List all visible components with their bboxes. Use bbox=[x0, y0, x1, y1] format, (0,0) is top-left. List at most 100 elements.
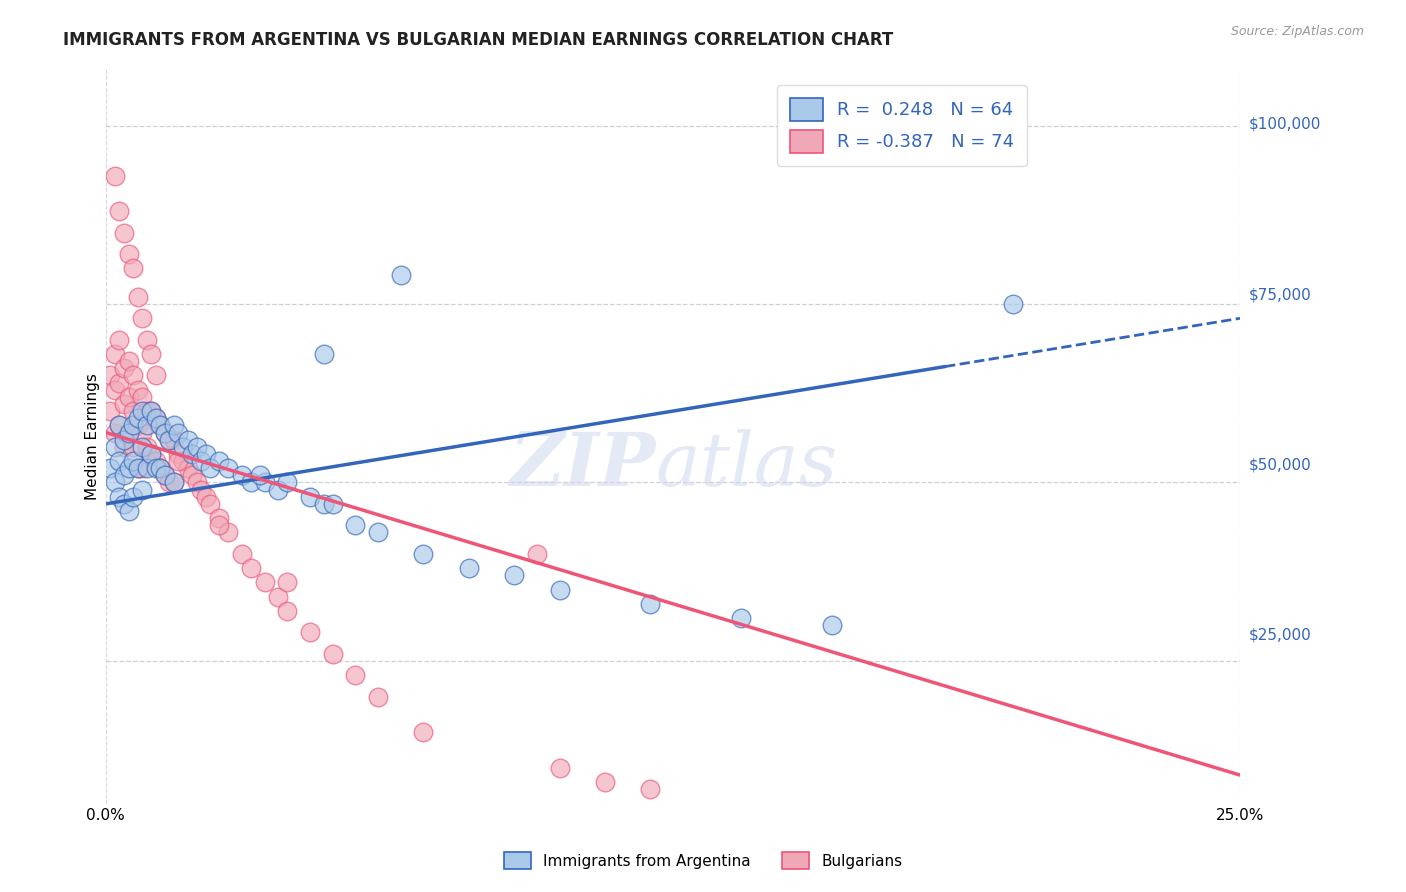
Point bbox=[135, 418, 157, 433]
Point bbox=[104, 440, 127, 454]
Point bbox=[141, 447, 163, 461]
Point bbox=[149, 461, 172, 475]
Point bbox=[157, 475, 180, 490]
Point bbox=[108, 204, 131, 219]
Point bbox=[186, 440, 208, 454]
Point bbox=[240, 561, 263, 575]
Point bbox=[141, 447, 163, 461]
Point bbox=[112, 440, 135, 454]
Point bbox=[526, 547, 548, 561]
Point bbox=[157, 433, 180, 447]
Point bbox=[127, 383, 149, 397]
Point bbox=[181, 468, 204, 483]
Point bbox=[100, 368, 122, 383]
Point bbox=[104, 169, 127, 183]
Point bbox=[593, 775, 616, 789]
Point bbox=[122, 368, 145, 383]
Point bbox=[217, 461, 239, 475]
Point bbox=[217, 525, 239, 540]
Point bbox=[367, 690, 389, 704]
Point bbox=[167, 454, 190, 468]
Point bbox=[122, 454, 145, 468]
Point bbox=[548, 582, 571, 597]
Point bbox=[208, 454, 231, 468]
Point bbox=[127, 290, 149, 304]
Point bbox=[190, 483, 212, 497]
Point bbox=[176, 433, 198, 447]
Point bbox=[141, 404, 163, 418]
Legend: R =  0.248   N = 64, R = -0.387   N = 74: R = 0.248 N = 64, R = -0.387 N = 74 bbox=[778, 85, 1026, 166]
Point bbox=[167, 447, 190, 461]
Point bbox=[122, 404, 145, 418]
Text: IMMIGRANTS FROM ARGENTINA VS BULGARIAN MEDIAN EARNINGS CORRELATION CHART: IMMIGRANTS FROM ARGENTINA VS BULGARIAN M… bbox=[63, 31, 894, 49]
Point bbox=[638, 597, 661, 611]
Point bbox=[153, 468, 176, 483]
Point bbox=[231, 547, 253, 561]
Point bbox=[117, 425, 139, 440]
Point bbox=[322, 647, 344, 661]
Point bbox=[194, 490, 217, 504]
Point bbox=[112, 397, 135, 411]
Point bbox=[267, 590, 290, 604]
Point bbox=[117, 390, 139, 404]
Point bbox=[176, 461, 198, 475]
Point bbox=[145, 411, 167, 425]
Point bbox=[100, 461, 122, 475]
Point bbox=[457, 561, 479, 575]
Point bbox=[131, 311, 153, 326]
Point bbox=[131, 440, 153, 454]
Point bbox=[298, 625, 321, 640]
Legend: Immigrants from Argentina, Bulgarians: Immigrants from Argentina, Bulgarians bbox=[498, 846, 908, 875]
Point bbox=[117, 247, 139, 261]
Point bbox=[100, 404, 122, 418]
Point bbox=[117, 504, 139, 518]
Text: atlas: atlas bbox=[655, 429, 838, 501]
Point bbox=[267, 483, 290, 497]
Point bbox=[153, 425, 176, 440]
Point bbox=[153, 425, 176, 440]
Point bbox=[112, 497, 135, 511]
Point bbox=[312, 497, 335, 511]
Point bbox=[131, 404, 153, 418]
Point bbox=[208, 518, 231, 533]
Point bbox=[249, 468, 271, 483]
Point bbox=[163, 433, 186, 447]
Point bbox=[131, 390, 153, 404]
Text: Source: ZipAtlas.com: Source: ZipAtlas.com bbox=[1230, 25, 1364, 38]
Point bbox=[253, 575, 276, 590]
Point bbox=[322, 497, 344, 511]
Point bbox=[149, 461, 172, 475]
Point bbox=[122, 418, 145, 433]
Point bbox=[122, 261, 145, 276]
Point bbox=[149, 418, 172, 433]
Y-axis label: Median Earnings: Median Earnings bbox=[86, 373, 100, 500]
Point bbox=[108, 418, 131, 433]
Point bbox=[157, 433, 180, 447]
Point bbox=[344, 668, 367, 682]
Point bbox=[231, 468, 253, 483]
Point bbox=[112, 433, 135, 447]
Point bbox=[312, 347, 335, 361]
Point bbox=[108, 454, 131, 468]
Point bbox=[122, 440, 145, 454]
Point bbox=[240, 475, 263, 490]
Point bbox=[190, 454, 212, 468]
Point bbox=[163, 475, 186, 490]
Point bbox=[153, 468, 176, 483]
Point bbox=[131, 461, 153, 475]
Point bbox=[112, 361, 135, 376]
Point bbox=[145, 411, 167, 425]
Point bbox=[367, 525, 389, 540]
Point bbox=[108, 418, 131, 433]
Point bbox=[276, 575, 298, 590]
Point bbox=[127, 411, 149, 425]
Point bbox=[131, 425, 153, 440]
Point bbox=[208, 511, 231, 525]
Point bbox=[122, 490, 145, 504]
Point bbox=[298, 490, 321, 504]
Point bbox=[163, 418, 186, 433]
Point bbox=[112, 226, 135, 240]
Point bbox=[548, 761, 571, 775]
Point bbox=[412, 547, 434, 561]
Point bbox=[104, 425, 127, 440]
